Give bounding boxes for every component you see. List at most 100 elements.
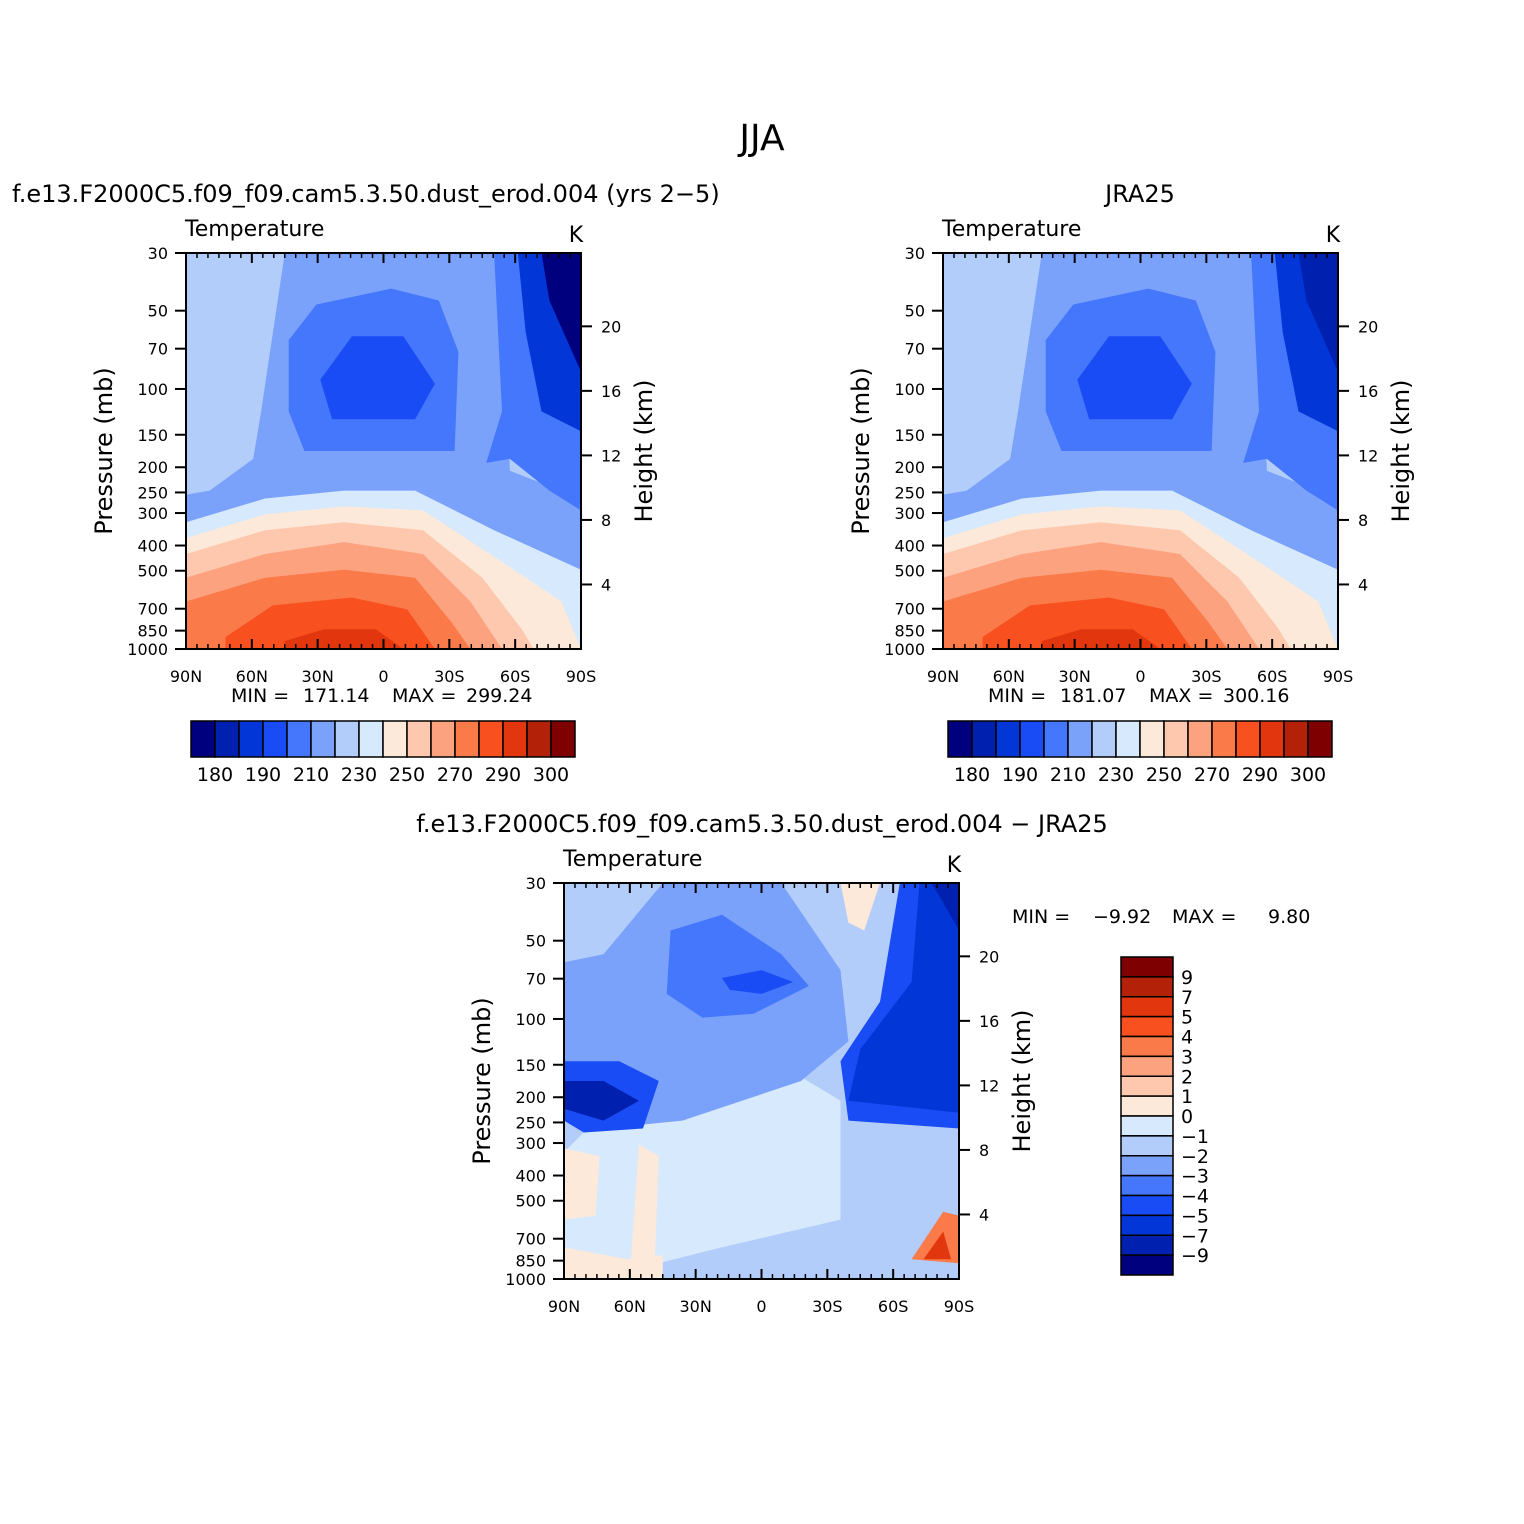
y-right-tick-label: 4 <box>979 1205 989 1224</box>
diff-warm-low-lat <box>564 1148 600 1220</box>
colorbar-swatch <box>190 720 216 758</box>
y-right-tick-label: 8 <box>979 1141 989 1160</box>
colorbar-swatch <box>526 720 552 758</box>
panel-model-min-label: MIN = <box>231 685 289 707</box>
panel-diff-min-label: MIN = <box>1012 906 1070 928</box>
y-tick-label: 150 <box>515 1056 546 1075</box>
y-tick-label: 150 <box>137 426 168 445</box>
colorbar-swatch <box>1120 1095 1174 1117</box>
colorbar-swatch <box>1259 720 1285 758</box>
x-tick-label: 0 <box>378 667 388 686</box>
panel-diff-max-value: 9.80 <box>1268 906 1310 928</box>
y-tick-label: 150 <box>894 426 925 445</box>
x-tick-label: 30N <box>1059 667 1091 686</box>
panel-diff-ylabel: Pressure (mb) <box>468 997 496 1164</box>
colorbar-swatch <box>334 720 360 758</box>
panel-model-max-label: MAX = <box>392 685 456 707</box>
x-tick-label: 60S <box>1257 667 1288 686</box>
colorbar-label: 3 <box>1181 1046 1193 1068</box>
panel-diff-title: f.e13.F2000C5.f09_f09.cam5.3.50.dust_ero… <box>416 810 1108 838</box>
y-right-tick-label: 8 <box>601 511 611 530</box>
y-right-tick-label: 8 <box>1358 511 1368 530</box>
y-right-tick-label: 4 <box>1358 575 1368 594</box>
colorbar-label: 0 <box>1181 1106 1193 1128</box>
colorbar-swatch <box>947 720 973 758</box>
x-tick-label: 0 <box>756 1297 766 1316</box>
y-right-tick-label: 16 <box>601 382 621 401</box>
y-right-tick-label: 4 <box>601 575 611 594</box>
colorbar-swatch <box>1120 1155 1174 1177</box>
panel-model-title: f.e13.F2000C5.f09_f09.cam5.3.50.dust_ero… <box>12 180 720 208</box>
panel-obs-variable: Temperature <box>941 217 1081 242</box>
y-tick-label: 400 <box>137 537 168 556</box>
panel-obs-units: K <box>1326 223 1341 248</box>
colorbar-label: 190 <box>245 764 281 786</box>
colorbar-swatch <box>262 720 288 758</box>
y-right-tick-label: 20 <box>1358 317 1378 336</box>
y-tick-label: 250 <box>137 483 168 502</box>
x-tick-label: 30S <box>1191 667 1222 686</box>
panel-diff-min-value: −9.92 <box>1093 906 1151 928</box>
colorbar-swatch <box>1120 996 1174 1018</box>
panel-obs-colorbar: 180 190 210 230 250 270 290 300 <box>947 720 1333 786</box>
colorbar-swatch <box>1115 720 1141 758</box>
y-right-tick-label: 12 <box>979 1076 999 1095</box>
field-band-230 <box>1077 336 1192 420</box>
colorbar-swatch <box>1163 720 1189 758</box>
panel-obs: JRA25 90N 60N 30N 0 30S 60S 90S 30 50 70 100 150 200… <box>847 180 1415 786</box>
colorbar-label: −5 <box>1181 1205 1209 1227</box>
y-tick-label: 850 <box>137 622 168 641</box>
field-band-304 <box>284 629 404 649</box>
colorbar-swatch <box>1120 976 1174 998</box>
colorbar-label: 180 <box>197 764 233 786</box>
diff-minus-4 <box>722 970 794 994</box>
x-tick-label: 60S <box>878 1297 909 1316</box>
colorbar-label: −9 <box>1181 1245 1209 1267</box>
panel-model-field <box>186 253 581 649</box>
panel-diff-field <box>564 883 959 1279</box>
x-tick-label: 30N <box>302 667 334 686</box>
y-right-tick-label: 16 <box>979 1012 999 1031</box>
figure-title: JJA <box>737 118 785 159</box>
panel-model-max-value: 299.24 <box>466 685 532 707</box>
y-tick-label: 200 <box>894 458 925 477</box>
colorbar-swatch <box>1120 1035 1174 1058</box>
panel-obs-max-label: MAX = <box>1149 685 1213 707</box>
colorbar-swatch <box>454 720 480 758</box>
colorbar-label: 250 <box>1146 764 1182 786</box>
y-tick-label: 850 <box>515 1252 546 1271</box>
y-tick-label: 50 <box>526 932 546 951</box>
y-tick-label: 700 <box>515 1230 546 1249</box>
colorbar-swatch <box>1139 720 1165 758</box>
colorbar-label: −4 <box>1181 1186 1209 1208</box>
colorbar-swatch <box>286 720 312 758</box>
x-tick-label: 30S <box>434 667 465 686</box>
panel-obs-ylabel-right: Height (km) <box>1387 380 1415 523</box>
diff-surface-warm-plus-7 <box>923 1231 952 1260</box>
panel-obs-min-label: MIN = <box>988 685 1046 707</box>
panel-model-variable: Temperature <box>184 217 324 242</box>
x-tick-label: 90N <box>170 667 202 686</box>
colorbar-swatch <box>1120 1214 1174 1236</box>
colorbar-swatch <box>1120 1234 1174 1256</box>
colorbar-label: 1 <box>1181 1086 1193 1108</box>
y-tick-label: 70 <box>526 970 546 989</box>
colorbar-label: 180 <box>954 764 990 786</box>
x-tick-label: 60N <box>236 667 268 686</box>
colorbar-swatch <box>1187 720 1213 758</box>
colorbar-swatch <box>1091 720 1117 758</box>
y-tick-label: 700 <box>137 600 168 619</box>
panel-model: f.e13.F2000C5.f09_f09.cam5.3.50.dust_ero… <box>12 180 720 786</box>
colorbar-label: 9 <box>1181 967 1193 989</box>
y-tick-label: 250 <box>894 483 925 502</box>
field-polar-cold <box>541 253 581 372</box>
field-band-230 <box>320 336 435 420</box>
y-right-tick-label: 20 <box>979 947 999 966</box>
colorbar-swatch <box>1283 720 1309 758</box>
colorbar-swatch <box>1120 1194 1174 1217</box>
colorbar-label: 300 <box>1290 764 1326 786</box>
colorbar-label: 270 <box>1194 764 1230 786</box>
y-right-tick-label: 12 <box>1358 446 1378 465</box>
